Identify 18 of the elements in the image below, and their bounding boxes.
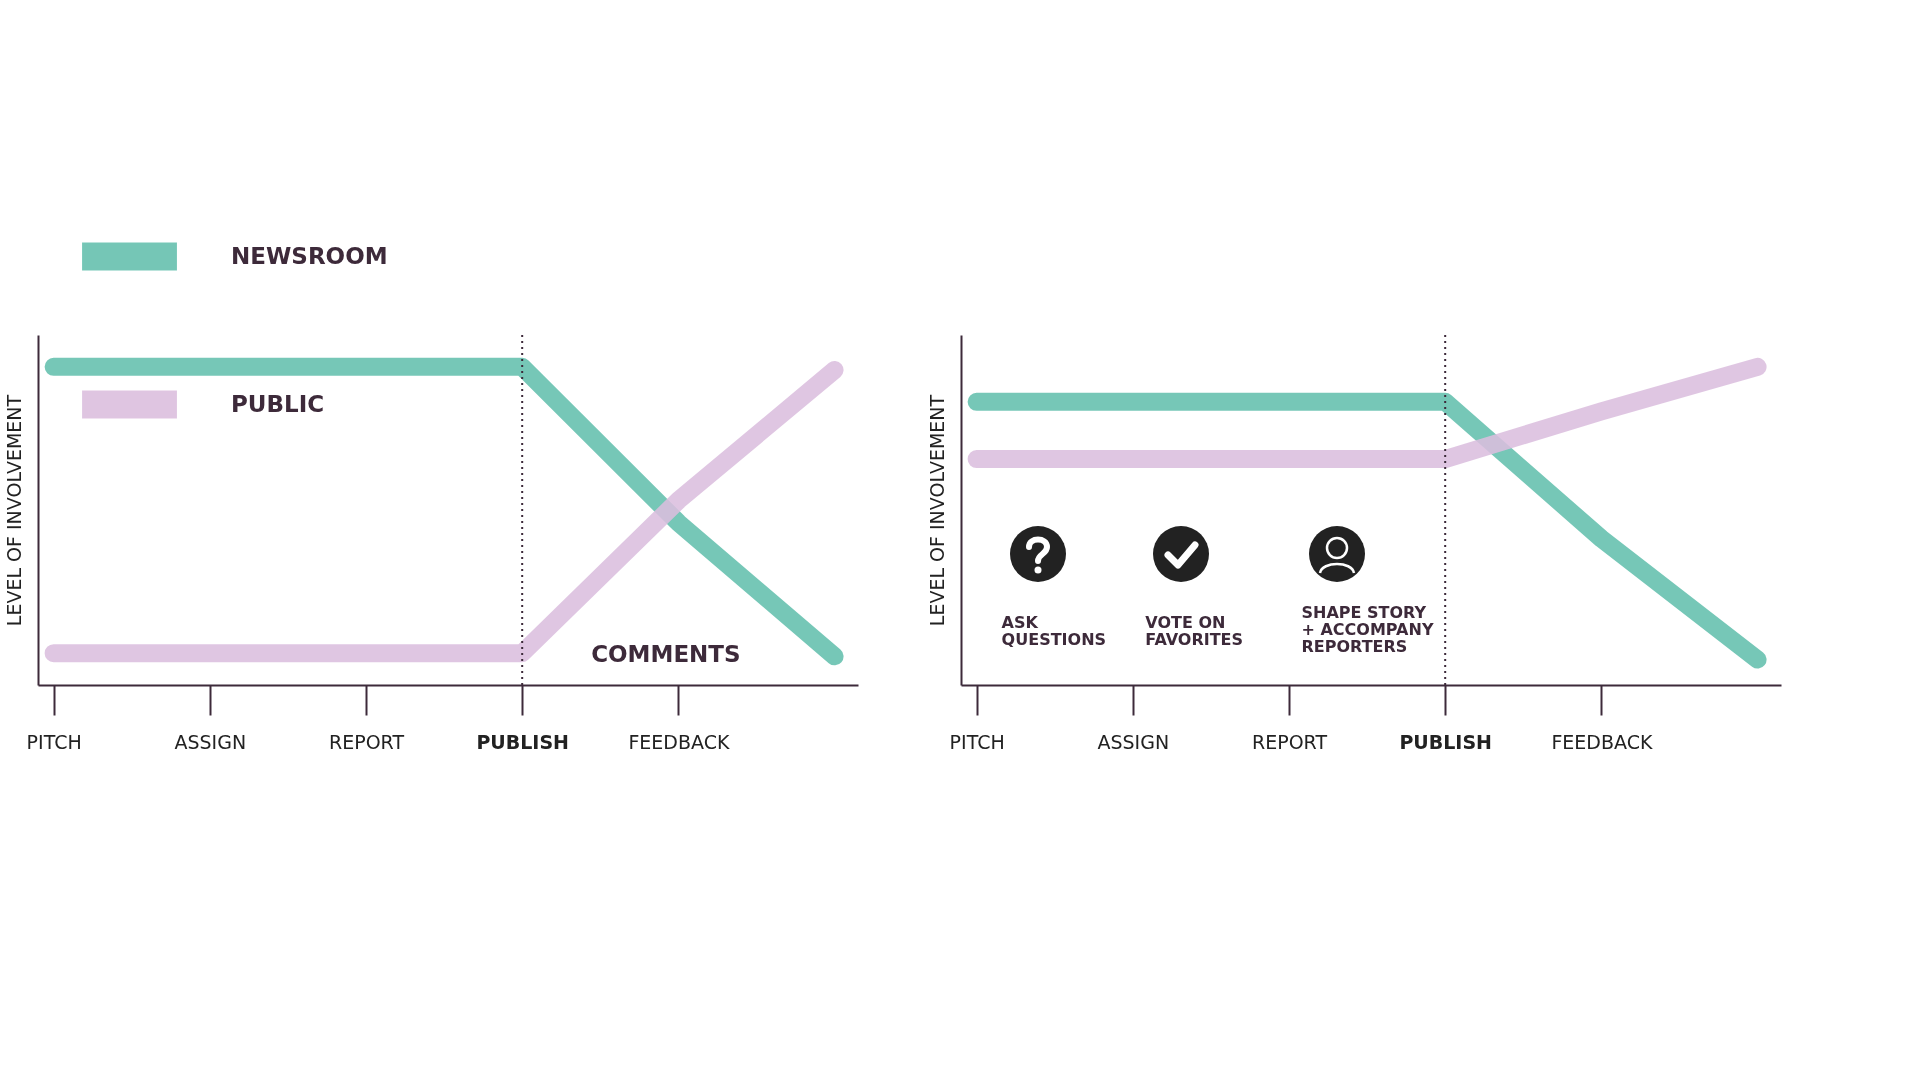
x-tick-label: ASSIGN — [174, 730, 247, 753]
annotation: COMMENTS — [591, 640, 741, 667]
y-axis-title: LEVEL OF INVOLVEMENT — [925, 394, 948, 627]
legend-label: NEWSROOM — [231, 242, 388, 269]
x-tick-label: PITCH — [949, 730, 1005, 753]
x-tick-label: REPORT — [1251, 730, 1328, 753]
y-axis-title: LEVEL OF INVOLVEMENT — [2, 394, 25, 627]
legend-label: PUBLIC — [231, 390, 325, 417]
x-tick-label: PUBLISH — [1399, 730, 1492, 753]
annotation: VOTE ON FAVORITES — [1145, 613, 1244, 649]
annotation: ASK QUESTIONS — [1001, 613, 1107, 649]
annotation: SHAPE STORY + ACCOMPANY REPORTERS — [1301, 603, 1434, 657]
x-tick-label: REPORT — [328, 730, 405, 753]
x-tick-label: FEEDBACK — [1551, 730, 1653, 753]
x-tick-label: FEEDBACK — [628, 730, 730, 753]
x-tick-label: ASSIGN — [1097, 730, 1170, 753]
x-tick-label: PITCH — [26, 730, 82, 753]
x-tick-label: PUBLISH — [476, 730, 569, 753]
